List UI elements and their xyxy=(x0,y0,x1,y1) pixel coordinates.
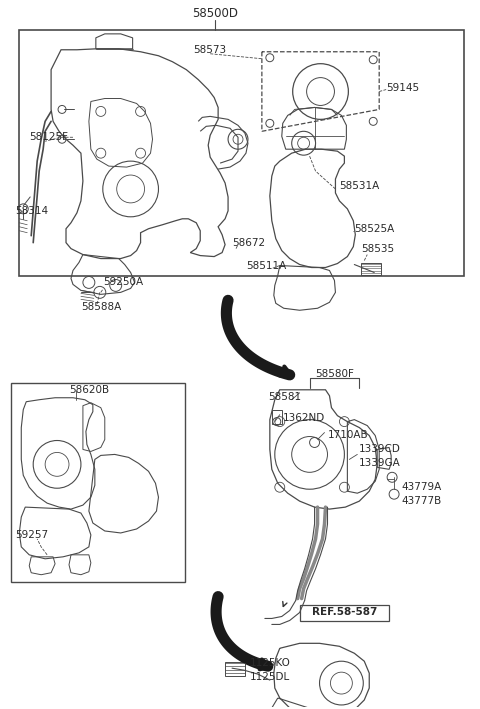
Text: 58535: 58535 xyxy=(361,244,395,254)
Text: 58500D: 58500D xyxy=(192,7,238,20)
Text: 58672: 58672 xyxy=(232,238,265,247)
Text: 58581: 58581 xyxy=(268,392,301,402)
Bar xyxy=(12,383,185,581)
Bar xyxy=(300,605,389,622)
Text: 1339CD: 1339CD xyxy=(360,445,401,454)
Text: 59250A: 59250A xyxy=(103,277,143,287)
Text: 58588A: 58588A xyxy=(81,302,121,312)
Text: 1125KO: 1125KO xyxy=(250,658,291,668)
Text: 59145: 59145 xyxy=(386,82,419,93)
Text: 58531A: 58531A xyxy=(339,181,380,191)
Text: 43777B: 43777B xyxy=(401,496,441,506)
Text: 1362ND: 1362ND xyxy=(283,413,325,423)
Text: 58125F: 58125F xyxy=(29,133,68,143)
Text: 58511A: 58511A xyxy=(246,260,286,271)
Text: 1339GA: 1339GA xyxy=(360,458,401,469)
Text: 1710AB: 1710AB xyxy=(327,430,368,440)
Text: 43779A: 43779A xyxy=(401,482,441,492)
Text: 58620B: 58620B xyxy=(69,385,109,395)
Bar xyxy=(19,30,464,277)
Text: REF.58-587: REF.58-587 xyxy=(312,608,377,618)
Text: 58314: 58314 xyxy=(15,206,48,216)
Text: 58580F: 58580F xyxy=(315,369,354,379)
Text: 59257: 59257 xyxy=(15,530,48,540)
Text: 1125DL: 1125DL xyxy=(250,672,290,682)
Text: 58573: 58573 xyxy=(193,45,227,55)
Text: 58525A: 58525A xyxy=(354,224,395,234)
